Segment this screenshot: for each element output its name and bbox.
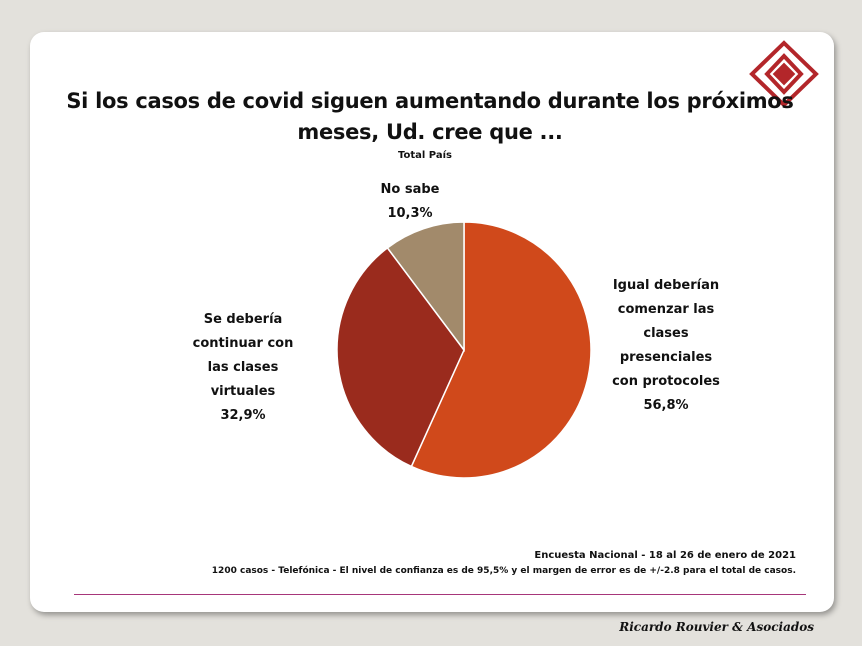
slice-label-line: con protocoles [612, 374, 720, 389]
chart-title: Si los casos de covid siguen aumentando … [60, 86, 800, 148]
pie-slice-no-sabe [386, 221, 465, 353]
diamond-logo-icon [749, 40, 819, 108]
slice-label-line: No sabe [380, 182, 440, 197]
slice-label-line: Igual deberían [612, 278, 720, 293]
slice-label-line: presenciales [619, 350, 713, 365]
pie-slice-virtuales [336, 246, 465, 468]
slice-label-line: clases [643, 326, 689, 341]
pie-slice-presenciales [410, 221, 592, 479]
chart-title-line-2: meses, Ud. cree que ... [297, 120, 563, 144]
slice-label-line: virtuales [210, 384, 276, 399]
slice-label-virtuales: Se debería continuar con las clases virtual… [178, 308, 308, 428]
slice-value-label: 32,9% [220, 408, 266, 423]
slice-label-presenciales: Igual deberían comenzar las clases presenci… [598, 274, 734, 418]
slice-label-no-sabe: No sabe 10,3% [350, 178, 470, 226]
slice-label-line: continuar con [192, 336, 294, 351]
survey-note: Encuesta Nacional - 18 al 26 de enero de… [534, 550, 796, 561]
chart-subtitle: Total País [398, 150, 452, 161]
slice-label-line: las clases [207, 360, 279, 375]
slice-label-line: Se debería [203, 312, 283, 327]
brand-signature: Ricardo Rouvier & Asociados [619, 620, 814, 634]
slice-label-line: comenzar las [617, 302, 715, 317]
methodology-note: 1200 casos - Telefónica - El nivel de co… [211, 566, 796, 576]
footer-divider [74, 594, 806, 595]
slice-value-label: 10,3% [387, 206, 433, 221]
slice-value-label: 56,8% [643, 398, 689, 413]
chart-title-line-1: Si los casos de covid siguen aumentando … [66, 89, 794, 113]
